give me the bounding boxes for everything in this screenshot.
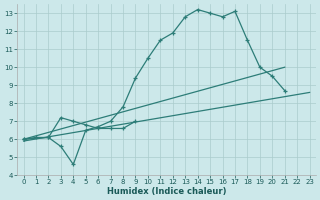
X-axis label: Humidex (Indice chaleur): Humidex (Indice chaleur) xyxy=(107,187,226,196)
